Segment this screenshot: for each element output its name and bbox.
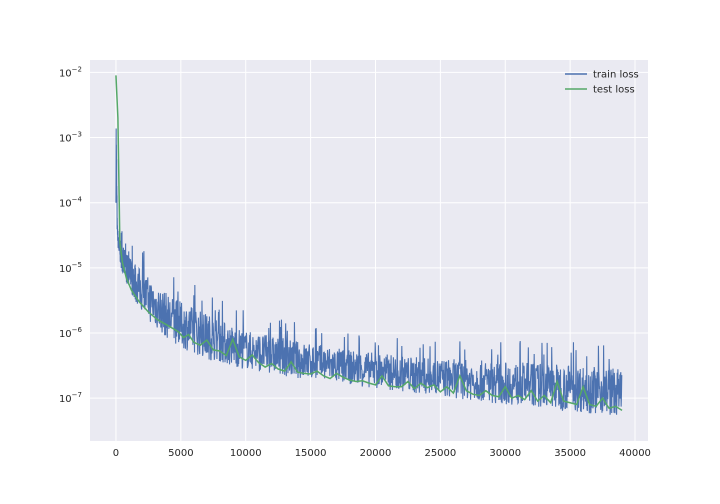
x-tick-label: 30000 [489, 448, 521, 459]
y-tick-label: 10−6 [59, 326, 83, 340]
y-tick-label: 10−3 [59, 131, 82, 145]
legend-label-train-loss: train loss [593, 70, 639, 81]
y-axis-ticks: 10−7 10−6 10−5 10−4 10−3 10−2 [59, 65, 83, 405]
y-tick-label: 10−7 [59, 391, 82, 405]
x-axis-ticks: 0 5000 10000 15000 20000 25000 30000 35000 40000 [113, 448, 651, 459]
y-tick-label: 10−2 [59, 65, 82, 79]
x-tick-label: 35000 [554, 448, 586, 459]
series-layer [115, 75, 623, 415]
x-tick-label: 15000 [295, 448, 327, 459]
series-test-loss [115, 75, 623, 411]
y-tick-label: 10−5 [59, 261, 82, 275]
x-tick-label: 25000 [424, 448, 456, 459]
x-tick-label: 40000 [619, 448, 651, 459]
legend: train loss test loss [565, 70, 639, 96]
x-tick-label: 5000 [168, 448, 193, 459]
legend-label-test-loss: test loss [593, 85, 635, 96]
x-tick-label: 10000 [230, 448, 262, 459]
series-train-loss [115, 128, 623, 415]
x-tick-label: 0 [113, 448, 119, 459]
x-tick-label: 20000 [360, 448, 392, 459]
y-tick-label: 10−4 [59, 196, 83, 210]
